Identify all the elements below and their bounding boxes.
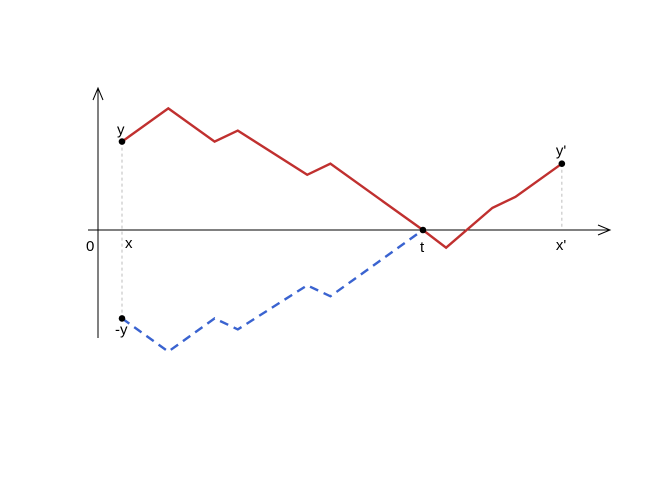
y-prime-label: y' — [556, 143, 567, 160]
start-point — [118, 138, 126, 145]
origin-label: 0 — [86, 238, 94, 255]
y-axis-arrowhead — [92, 86, 104, 101]
x-prime-label: x' — [556, 237, 567, 254]
end-point — [558, 160, 566, 167]
x-label: x — [125, 235, 133, 252]
t-label: t — [420, 239, 425, 256]
x-axis-arrowhead — [597, 224, 612, 236]
y-label: y — [117, 122, 125, 139]
crossing-point — [419, 226, 427, 234]
reflected-path — [121, 229, 424, 354]
random-walk-path — [121, 106, 563, 250]
reflected-start-point — [118, 315, 126, 322]
neg-y-label: -y — [115, 321, 128, 338]
